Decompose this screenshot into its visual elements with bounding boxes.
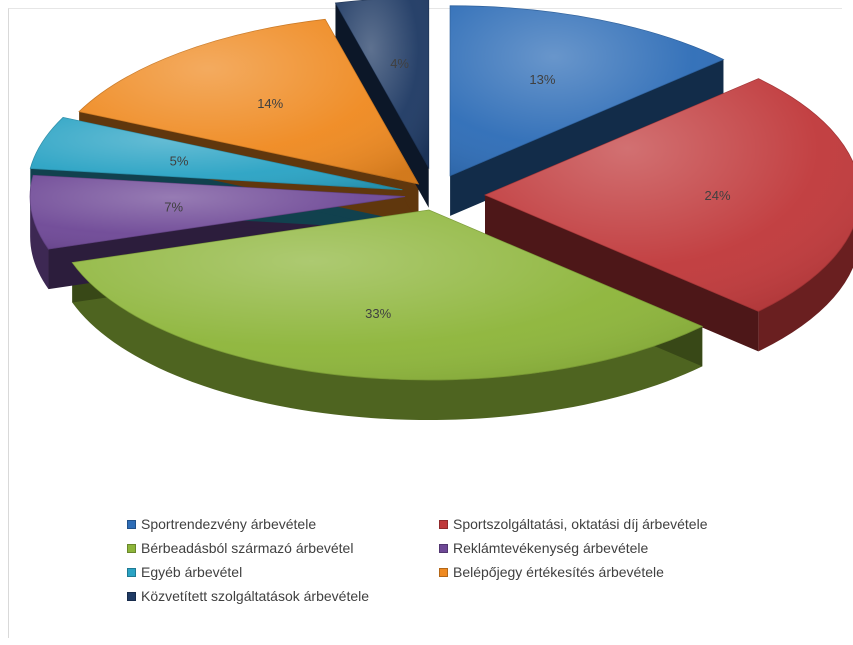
legend-swatch bbox=[439, 567, 448, 577]
pie-slice-gloss bbox=[30, 175, 406, 250]
data-label: 33% bbox=[365, 306, 391, 321]
legend-label: Sportrendezvény árbevétele bbox=[141, 516, 317, 532]
legend: Sportrendezvény árbevétele Sportszolgált… bbox=[127, 512, 827, 608]
legend-label: Reklámtevékenység árbevétele bbox=[453, 540, 649, 556]
legend-label: Bérbeadásból származó árbevétel bbox=[141, 540, 354, 556]
data-label: 14% bbox=[257, 96, 283, 111]
legend-item-berbeadas: Bérbeadásból származó árbevétel bbox=[127, 540, 439, 556]
pie-slice-gloss bbox=[335, 0, 429, 168]
legend-swatch bbox=[127, 591, 136, 601]
pie-slice-gloss bbox=[79, 19, 419, 184]
pie-slice-side bbox=[758, 227, 853, 352]
legend-label: Egyéb árbevétel bbox=[141, 564, 243, 580]
legend-label: Belépőjegy értékesítés árbevétele bbox=[453, 564, 664, 580]
legend-swatch bbox=[439, 519, 448, 529]
pie-slice-side bbox=[30, 196, 49, 290]
legend-swatch bbox=[127, 567, 136, 577]
pie-slice-wall bbox=[485, 195, 759, 352]
pie-slice-gloss bbox=[30, 117, 403, 190]
data-label: 24% bbox=[704, 188, 730, 203]
legend-swatch bbox=[439, 543, 448, 553]
data-label: 7% bbox=[164, 199, 183, 214]
legend-item-kozvetitett: Közvetített szolgáltatások árbevétele bbox=[127, 588, 439, 604]
legend-item-reklam: Reklámtevékenység árbevétele bbox=[439, 540, 648, 556]
pie-chart: 13% 24% 33% 7% 5% 14% 4% bbox=[29, 0, 853, 421]
data-label: 4% bbox=[390, 56, 409, 71]
legend-item-sportszolgaltatasi: Sportszolgáltatási, oktatási díj árbevét… bbox=[439, 516, 707, 532]
pie-slice-gloss bbox=[450, 5, 724, 176]
pie-slice-gloss bbox=[485, 78, 853, 312]
pie-slice-wall bbox=[335, 3, 429, 208]
legend-item-belepojegy: Belépőjegy értékesítés árbevétele bbox=[439, 564, 664, 580]
legend-item-sportrendezveny: Sportrendezvény árbevétele bbox=[127, 516, 439, 532]
pie-slice-side bbox=[72, 262, 703, 421]
legend-swatch bbox=[127, 519, 136, 529]
legend-label: Közvetített szolgáltatások árbevétele bbox=[141, 588, 370, 604]
data-label: 13% bbox=[529, 72, 555, 87]
pie-slice-wall bbox=[450, 59, 724, 216]
data-label: 5% bbox=[170, 153, 189, 168]
legend-item-egyeb: Egyéb árbevétel bbox=[127, 564, 439, 580]
legend-label: Sportszolgáltatási, oktatási díj árbevét… bbox=[453, 516, 708, 532]
pie-slice-gloss bbox=[72, 210, 703, 381]
legend-swatch bbox=[127, 543, 136, 553]
